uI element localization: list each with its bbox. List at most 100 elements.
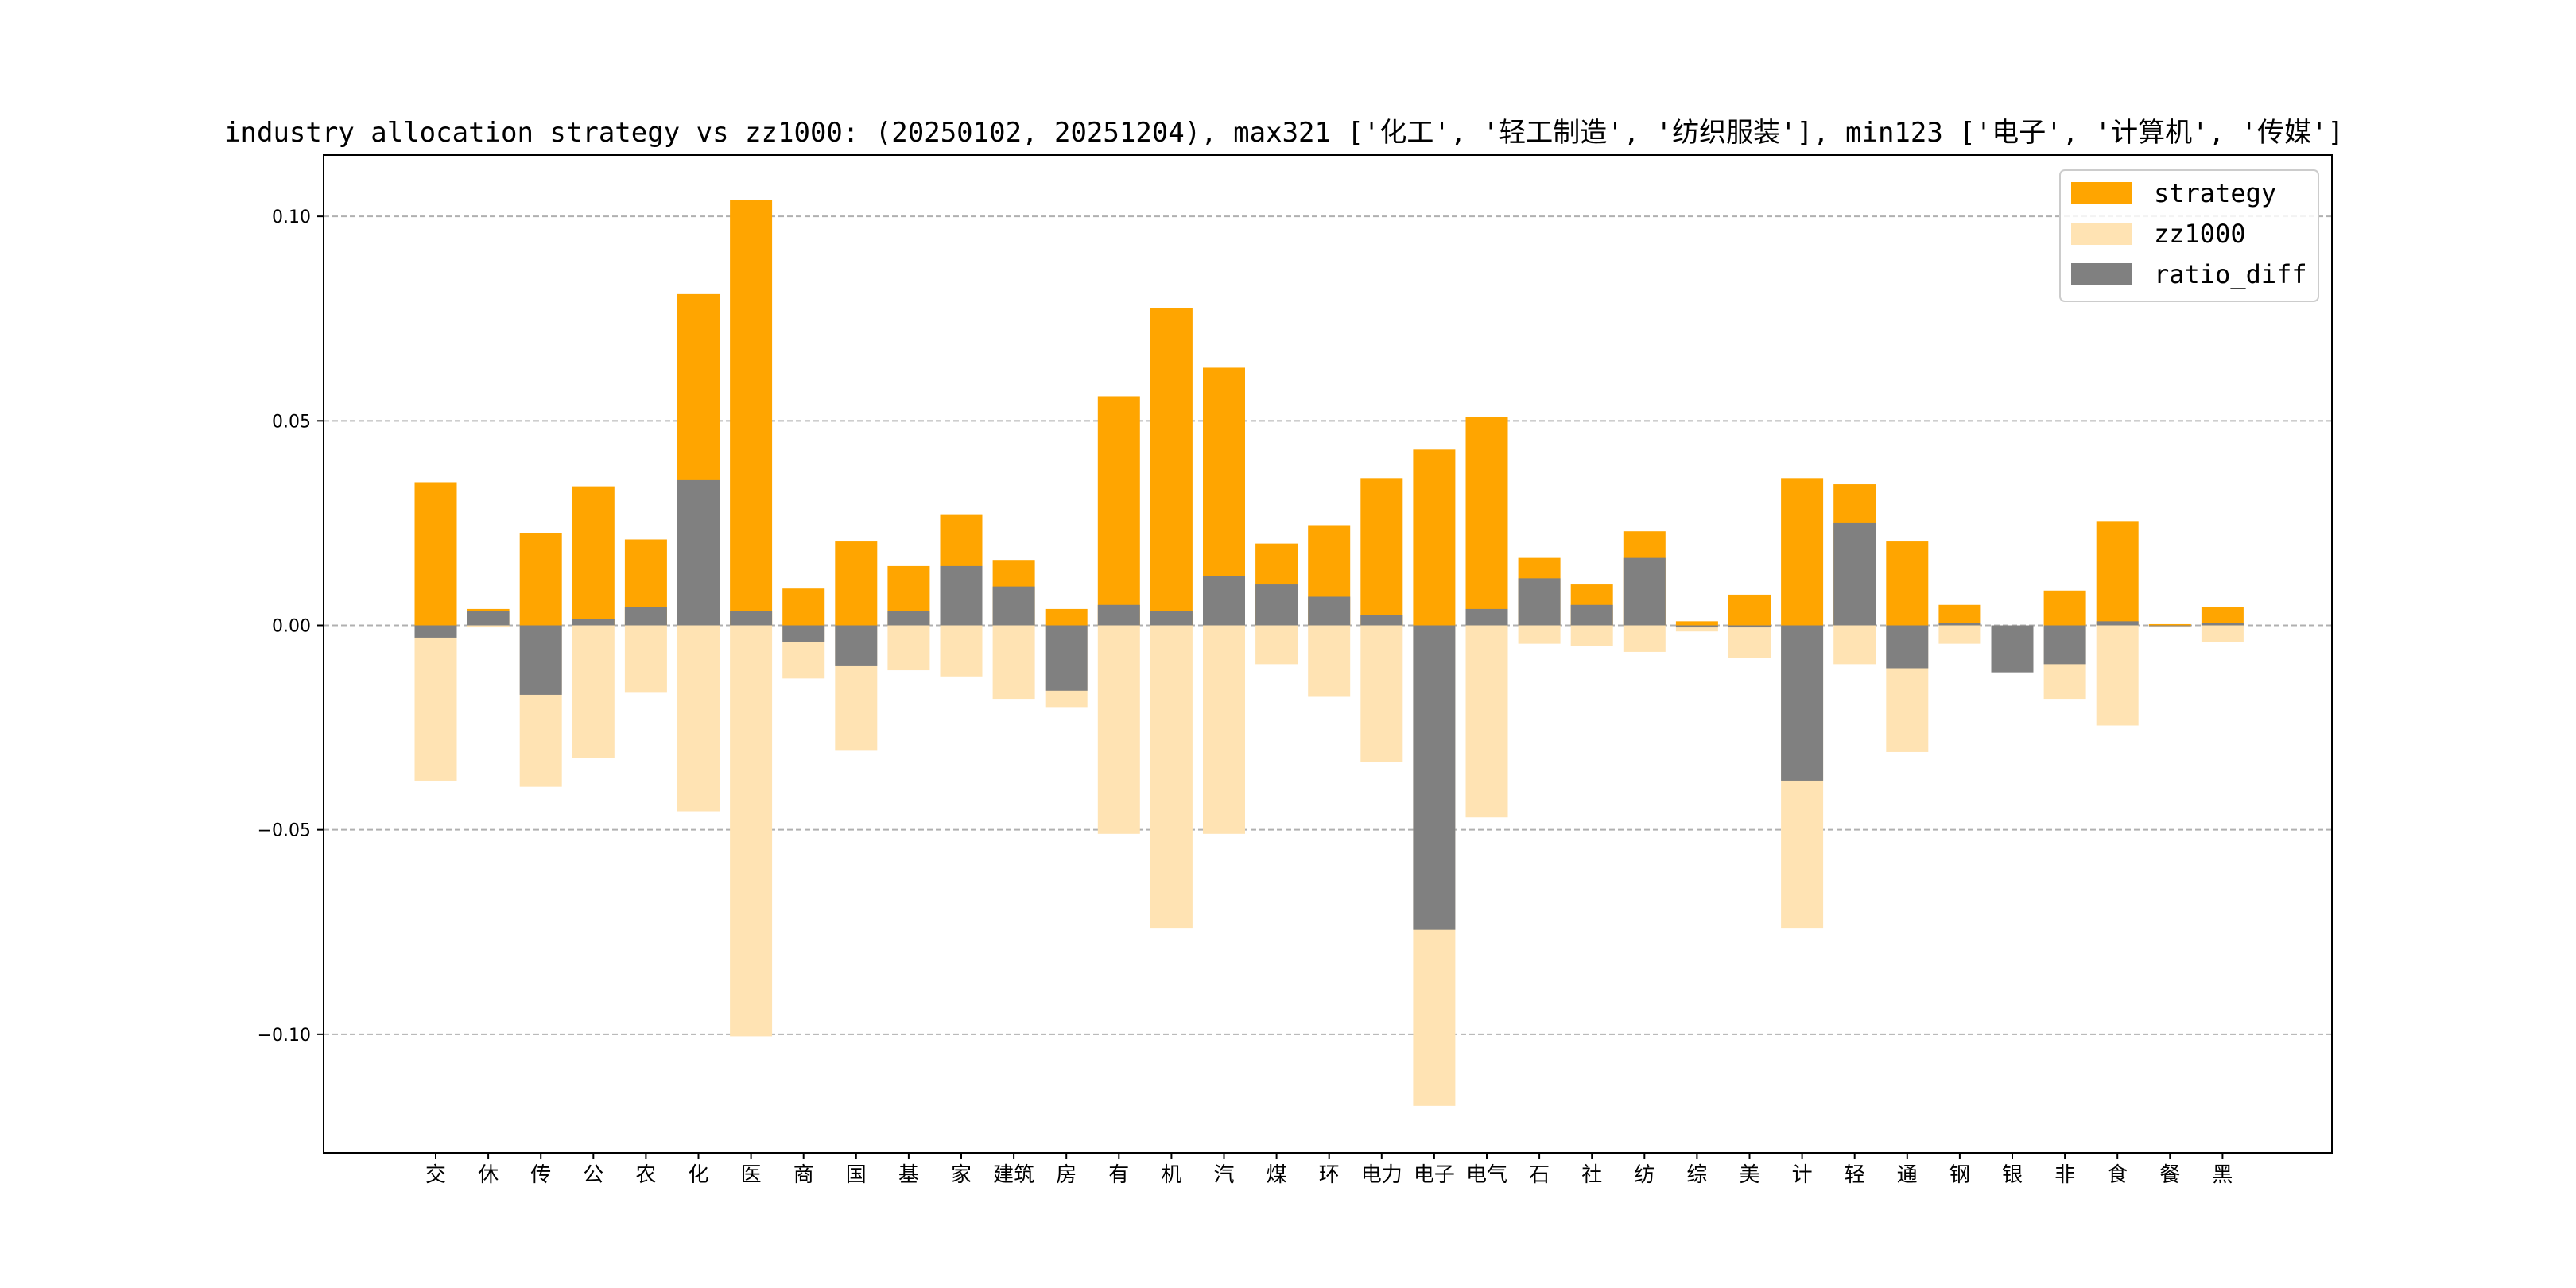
bar-ratio_diff bbox=[2201, 623, 2244, 626]
bar-ratio_diff bbox=[2148, 625, 2191, 627]
x-tick-label: 通 bbox=[1897, 1163, 1918, 1187]
y-axis-ticks: 0.10 0.05 0.00 −0.05 −0.10 bbox=[258, 208, 324, 1046]
bar-zz1000 bbox=[572, 625, 615, 758]
legend-label-strategy: strategy bbox=[2154, 178, 2276, 208]
bar-strategy bbox=[2096, 521, 2139, 626]
bar-strategy bbox=[1150, 308, 1193, 626]
bar-strategy bbox=[835, 541, 878, 626]
bar-strategy bbox=[1886, 541, 1929, 626]
x-tick-label: 化 bbox=[688, 1163, 708, 1187]
bar-zz1000 bbox=[1675, 625, 1718, 632]
bar-strategy bbox=[1045, 608, 1088, 626]
bar-ratio_diff bbox=[1570, 604, 1613, 626]
x-tick-label: 计 bbox=[1792, 1163, 1813, 1187]
bar-ratio_diff bbox=[782, 625, 825, 642]
bar-strategy bbox=[2148, 623, 2191, 626]
bar-ratio_diff bbox=[1991, 625, 2034, 673]
bar-strategy bbox=[1938, 604, 1981, 626]
bar-zz1000 bbox=[624, 625, 667, 693]
bar-zz1000 bbox=[467, 625, 510, 628]
bar-zz1000 bbox=[1150, 625, 1193, 929]
x-tick-label: 房 bbox=[1056, 1163, 1077, 1187]
bar-ratio_diff bbox=[467, 611, 510, 626]
x-tick-label: 建筑 bbox=[993, 1163, 1034, 1187]
bar-zz1000 bbox=[1255, 625, 1298, 665]
bar-strategy bbox=[1413, 449, 1456, 626]
bar-zz1000 bbox=[2201, 625, 2244, 642]
bar-ratio_diff bbox=[1623, 557, 1666, 626]
bar-strategy bbox=[1728, 594, 1771, 626]
x-tick-label: 非 bbox=[2054, 1163, 2075, 1187]
bar-ratio_diff bbox=[2096, 621, 2139, 626]
x-tick-label: 汽 bbox=[1213, 1163, 1234, 1187]
x-tick-label: 餐 bbox=[2159, 1163, 2180, 1187]
x-tick-label: 电子 bbox=[1414, 1163, 1455, 1187]
x-tick-label: 钢 bbox=[1949, 1163, 1970, 1187]
bar-zz1000 bbox=[1728, 625, 1771, 658]
plot-frame bbox=[323, 154, 2333, 1154]
bar-strategy bbox=[414, 482, 457, 626]
bar-strategy bbox=[1781, 478, 1824, 626]
legend-label-ratio_diff: ratio_diff bbox=[2154, 259, 2307, 289]
y-tick-label: −0.05 bbox=[258, 821, 311, 841]
x-tick-label: 机 bbox=[1161, 1163, 1181, 1187]
x-tick-label: 家 bbox=[951, 1163, 972, 1187]
x-tick-label: 农 bbox=[635, 1163, 656, 1187]
x-tick-label: 社 bbox=[1581, 1163, 1602, 1187]
x-tick-label: 综 bbox=[1686, 1163, 1707, 1187]
legend-label-zz1000: zz1000 bbox=[2154, 219, 2246, 249]
bar-ratio_diff bbox=[677, 479, 720, 626]
bar-ratio_diff bbox=[992, 586, 1035, 626]
bar-zz1000 bbox=[1623, 625, 1666, 652]
bar-ratio_diff bbox=[1781, 625, 1824, 781]
bar-zz1000 bbox=[730, 625, 773, 1037]
bar-ratio_diff bbox=[1833, 522, 1876, 626]
bar-strategy bbox=[730, 200, 773, 626]
x-tick-label: 休 bbox=[478, 1163, 499, 1187]
bar-zz1000 bbox=[414, 625, 457, 781]
x-tick-label: 有 bbox=[1108, 1163, 1129, 1187]
bar-strategy bbox=[1465, 417, 1508, 626]
x-tick-label: 传 bbox=[530, 1163, 551, 1187]
bar-ratio_diff bbox=[1413, 625, 1456, 930]
x-tick-label: 基 bbox=[898, 1163, 919, 1187]
bar-zz1000 bbox=[1360, 625, 1403, 762]
x-tick-label: 石 bbox=[1529, 1163, 1550, 1187]
bar-zz1000 bbox=[1518, 625, 1561, 644]
bar-zz1000 bbox=[1570, 625, 1613, 646]
bar-ratio_diff bbox=[835, 625, 878, 666]
bar-zz1000 bbox=[1308, 625, 1351, 697]
bar-ratio_diff bbox=[730, 611, 773, 626]
bar-strategy bbox=[2201, 607, 2244, 626]
x-tick-label: 国 bbox=[846, 1163, 867, 1187]
bar-zz1000 bbox=[1833, 625, 1876, 665]
bar-ratio_diff bbox=[940, 565, 983, 626]
bar-ratio_diff bbox=[2043, 625, 2086, 665]
bar-ratio_diff bbox=[1886, 625, 1929, 669]
bar-ratio_diff bbox=[1045, 625, 1088, 691]
bar-zz1000 bbox=[940, 625, 983, 677]
bar-ratio_diff bbox=[1308, 596, 1351, 626]
bar-ratio_diff bbox=[1203, 576, 1245, 626]
y-tick-label: 0.00 bbox=[272, 616, 311, 636]
bar-zz1000 bbox=[1097, 625, 1140, 834]
x-tick-label: 煤 bbox=[1267, 1163, 1287, 1187]
chart-title: industry allocation strategy vs zz1000: … bbox=[224, 117, 2344, 149]
bar-strategy bbox=[519, 533, 562, 626]
legend-swatch-zz1000 bbox=[2071, 223, 2132, 245]
legend-swatch-strategy bbox=[2071, 182, 2132, 204]
bar-zz1000 bbox=[1203, 625, 1245, 834]
bar-zz1000 bbox=[1465, 625, 1508, 818]
bar-strategy bbox=[572, 486, 615, 626]
bar-ratio_diff bbox=[1728, 625, 1771, 628]
x-tick-label: 银 bbox=[2002, 1163, 2023, 1187]
bar-strategy bbox=[2043, 590, 2086, 626]
bar-strategy bbox=[1097, 396, 1140, 626]
bar-ratio_diff bbox=[572, 619, 615, 626]
legend-swatch-ratio_diff bbox=[2071, 263, 2132, 285]
y-tick-label: 0.10 bbox=[272, 208, 311, 227]
x-tick-label: 纺 bbox=[1634, 1163, 1655, 1187]
bar-zz1000 bbox=[992, 625, 1035, 700]
x-tick-label: 轻 bbox=[1845, 1163, 1865, 1187]
